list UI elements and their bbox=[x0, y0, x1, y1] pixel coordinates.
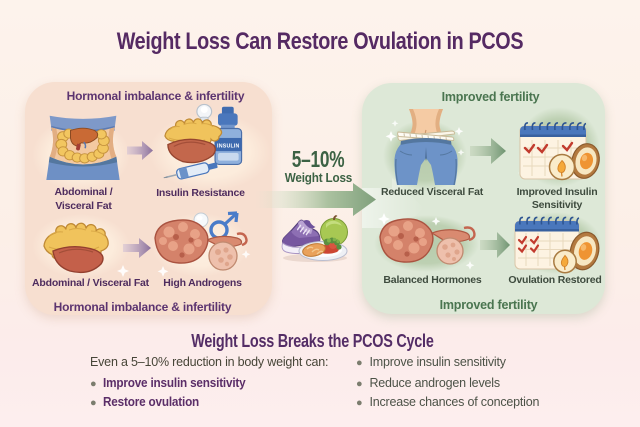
svg-text:INSULIN: INSULIN bbox=[217, 143, 240, 149]
